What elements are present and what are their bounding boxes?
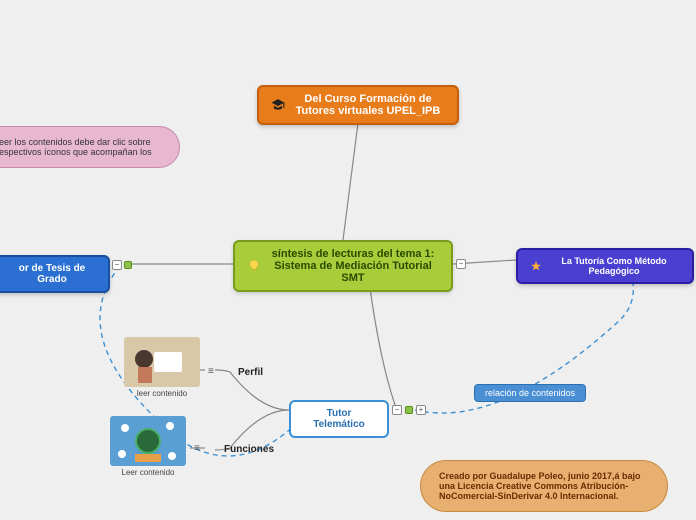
pill-relation[interactable]: relación de contenidos [474,384,586,402]
node-course[interactable]: Del Curso Formación de Tutores virtuales… [257,85,459,125]
image-perfil-thumb [124,337,200,387]
star-icon [530,260,542,272]
branch-funciones[interactable]: Funciones [224,444,274,455]
image-funciones-thumb [110,416,186,466]
toggle-central[interactable]: − [456,259,466,269]
image-funciones[interactable]: Leer contenido [110,416,186,477]
node-central-label: síntesis de lecturas del tema 1: Sistema… [267,248,439,284]
node-central[interactable]: síntesis de lecturas del tema 1: Sistema… [233,240,453,292]
graduation-cap-icon [271,98,285,112]
node-tutoria-label: La Tutoría Como Método Pedagógico [548,256,680,276]
node-tesis[interactable]: or de Tesis de Grado [0,255,110,293]
branch-perfil[interactable]: Perfil [238,367,263,378]
toggle-tutor[interactable]: − [392,405,402,415]
menu-perfil-icon[interactable]: ≡ [208,366,214,377]
menu-funciones-icon[interactable]: ≡ [194,443,200,454]
image-funciones-caption: Leer contenido [110,468,186,477]
note-credits-text: Creado por Guadalupe Poleo, junio 2017,á… [439,471,641,501]
lightbulb-icon [247,259,261,273]
image-perfil[interactable]: leer contenido [124,337,200,398]
toggle-tesis[interactable]: − [112,260,122,270]
node-tutor[interactable]: Tutor Telemático [289,400,389,438]
note-topleft: eer los contenidos debe dar clic sobre e… [0,126,180,168]
node-tesis-label: or de Tesis de Grado [8,263,96,285]
note-credits: Creado por Guadalupe Poleo, junio 2017,á… [420,460,668,512]
marker-tesis [124,261,132,269]
note-topleft-text: eer los contenidos debe dar clic sobre e… [0,137,152,157]
marker-tutor [405,406,413,414]
toggle-tutor-right[interactable]: + [416,405,426,415]
node-course-label: Del Curso Formación de Tutores virtuales… [291,93,445,117]
node-tutor-label: Tutor Telemático [303,408,375,430]
node-tutoria[interactable]: La Tutoría Como Método Pedagógico [516,248,694,284]
image-perfil-caption: leer contenido [124,389,200,398]
pill-relation-label: relación de contenidos [485,388,575,398]
